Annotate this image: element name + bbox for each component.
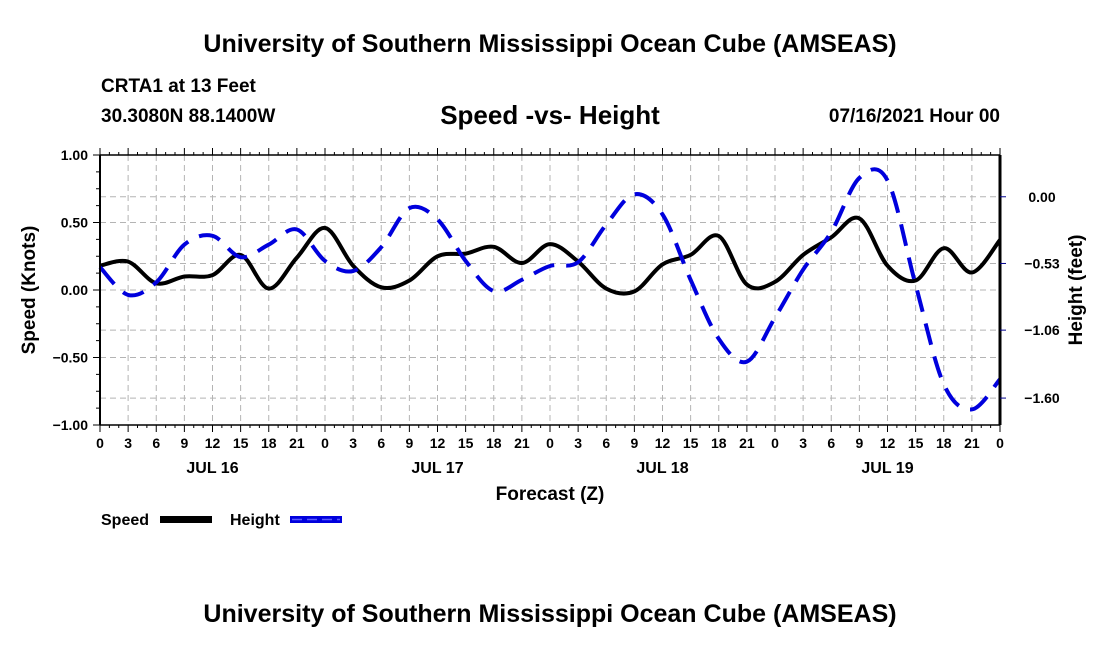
grid xyxy=(100,155,1000,425)
x-tick-label: 21 xyxy=(289,435,305,451)
legend-speed-label: Speed xyxy=(101,512,149,529)
x-tick-label: 9 xyxy=(180,435,188,451)
coordinates-label: 30.3080N 88.1400W xyxy=(101,106,276,127)
y-tick-label: −0.50 xyxy=(53,350,89,366)
footer-title: University of Southern Mississippi Ocean… xyxy=(203,600,897,628)
x-tick-label: 0 xyxy=(996,435,1004,451)
x-tick-label: 3 xyxy=(124,435,132,451)
x-tick-label: 21 xyxy=(514,435,530,451)
x-tick-label: 18 xyxy=(711,435,727,451)
x-tick-label: 6 xyxy=(377,435,385,451)
x-day-label: JUL 19 xyxy=(861,460,913,477)
x-tick-label: 3 xyxy=(799,435,807,451)
x-tick-label: 21 xyxy=(739,435,755,451)
y2-axis-title: Height (feet) xyxy=(1066,235,1087,346)
x-day-label: JUL 18 xyxy=(636,460,688,477)
x-tick-label: 6 xyxy=(602,435,610,451)
station-label: CRTA1 at 13 Feet xyxy=(101,76,256,97)
x-tick-label: 0 xyxy=(96,435,104,451)
legend: Speed Height xyxy=(101,512,342,529)
x-tick-label: 12 xyxy=(205,435,221,451)
x-tick-label: 18 xyxy=(261,435,277,451)
x-tick-label: 12 xyxy=(655,435,671,451)
y2-tick-label: −0.53 xyxy=(1024,255,1060,271)
y-tick-label: −1.00 xyxy=(53,417,89,433)
forecast-datestamp: 07/16/2021 Hour 00 xyxy=(828,106,1000,127)
x-tick-label: 9 xyxy=(405,435,413,451)
y-tick-label: 0.50 xyxy=(61,215,88,231)
x-tick-label: 0 xyxy=(771,435,779,451)
chart-title: Speed -vs- Height xyxy=(440,100,660,130)
main-title: University of Southern Mississippi Ocean… xyxy=(203,30,897,58)
x-tick-label: 6 xyxy=(827,435,835,451)
x-tick-label: 15 xyxy=(458,435,474,451)
legend-height-label: Height xyxy=(230,512,280,529)
x-tick-label: 18 xyxy=(936,435,952,451)
axis-labels: 0 3 6 9 12 15 18 21 0 3 6 9 12 15 18 21 0 3 6 9 12 15 18 21 0 3 6 9… xyxy=(53,147,1060,477)
y-tick-label: 1.00 xyxy=(61,147,88,163)
x-day-label: JUL 17 xyxy=(411,460,463,477)
x-tick-label: 9 xyxy=(855,435,863,451)
series-layer xyxy=(98,167,1002,412)
y-axis-title: Speed (Knots) xyxy=(19,226,40,355)
axes xyxy=(93,148,1006,432)
x-tick-label: 6 xyxy=(152,435,160,451)
x-tick-label: 0 xyxy=(546,435,554,451)
x-tick-label: 0 xyxy=(321,435,329,451)
series-height-line xyxy=(98,167,1002,412)
x-tick-label: 15 xyxy=(683,435,699,451)
series-speed-line xyxy=(99,215,1002,296)
x-tick-label: 21 xyxy=(964,435,980,451)
y-tick-label: 0.00 xyxy=(61,282,88,298)
x-tick-label: 18 xyxy=(486,435,502,451)
y2-tick-label: −1.60 xyxy=(1024,390,1060,406)
x-axis-title: Forecast (Z) xyxy=(496,484,605,505)
y2-tick-label: 0.00 xyxy=(1028,189,1055,205)
x-tick-label: 12 xyxy=(880,435,896,451)
legend-speed-swatch xyxy=(160,516,212,523)
x-tick-label: 12 xyxy=(430,435,446,451)
x-tick-label: 3 xyxy=(574,435,582,451)
x-tick-label: 3 xyxy=(349,435,357,451)
y2-tick-label: −1.06 xyxy=(1024,322,1060,338)
x-day-label: JUL 16 xyxy=(186,460,238,477)
x-tick-label: 9 xyxy=(630,435,638,451)
x-tick-label: 15 xyxy=(233,435,249,451)
x-tick-label: 15 xyxy=(908,435,924,451)
